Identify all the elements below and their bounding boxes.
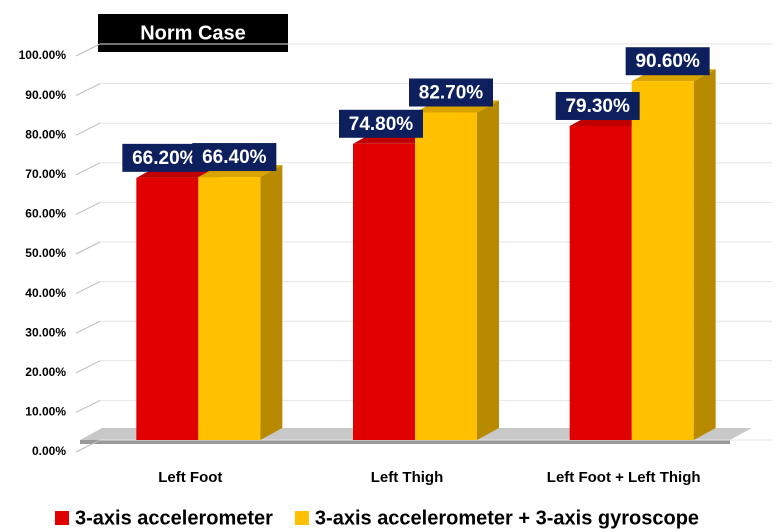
- value-label: 74.80%: [349, 114, 414, 135]
- bar: [198, 177, 261, 440]
- bar: [569, 125, 632, 441]
- grid-line: [75, 399, 101, 413]
- chart-title: Norm Case: [140, 22, 246, 44]
- y-tick-label: 60.00%: [25, 207, 66, 221]
- value-label-box: [339, 109, 423, 138]
- grid-line: [75, 281, 101, 295]
- y-tick-label: 20.00%: [25, 365, 66, 379]
- x-tick-label: Left Foot: [158, 469, 222, 486]
- grid-line: [75, 360, 101, 374]
- bar: [353, 143, 415, 441]
- bar-side: [693, 69, 716, 440]
- bar: [631, 81, 694, 440]
- y-tick-label: 90.00%: [25, 88, 66, 102]
- value-label: 82.70%: [419, 83, 484, 104]
- y-tick-label: 100.00%: [19, 48, 67, 62]
- value-label: 66.40%: [202, 147, 267, 168]
- legend-label: 3-axis accelerometer + 3-axis gyroscope: [315, 507, 699, 529]
- grid-line: [75, 201, 101, 215]
- grid-line: [75, 241, 101, 255]
- bar-side: [477, 100, 499, 441]
- y-tick-label: 0.00%: [32, 444, 66, 458]
- grid-line: [75, 162, 101, 176]
- y-tick-label: 70.00%: [25, 167, 66, 181]
- grid-line: [75, 320, 101, 334]
- grid-line: [75, 43, 101, 57]
- y-tick-label: 40.00%: [25, 286, 66, 300]
- y-tick-label: 30.00%: [25, 325, 66, 339]
- grid-line: [75, 83, 101, 97]
- grid-line: [75, 439, 101, 453]
- bar: [415, 112, 477, 441]
- y-tick-label: 80.00%: [25, 127, 66, 141]
- bar-side: [260, 165, 283, 440]
- value-label: 90.60%: [635, 51, 700, 72]
- value-label: 66.20%: [132, 148, 197, 169]
- y-tick-label: 50.00%: [25, 246, 66, 260]
- value-label-box: [555, 91, 640, 120]
- x-tick-label: Left Thigh: [371, 469, 443, 486]
- y-tick-label: 10.00%: [25, 405, 66, 419]
- bar: [136, 177, 199, 440]
- title-box: [98, 14, 288, 52]
- value-label-box: [409, 78, 493, 107]
- floor-shadow: [80, 440, 730, 444]
- value-label: 79.30%: [565, 96, 630, 117]
- value-label-box: [192, 143, 277, 172]
- legend-label: 3-axis accelerometer: [75, 507, 273, 529]
- value-label-box: [625, 47, 710, 76]
- legend-swatch: [55, 511, 69, 525]
- x-tick-label: Left Foot + Left Thigh: [547, 469, 701, 486]
- grid-line: [75, 122, 101, 136]
- legend-swatch: [294, 511, 309, 525]
